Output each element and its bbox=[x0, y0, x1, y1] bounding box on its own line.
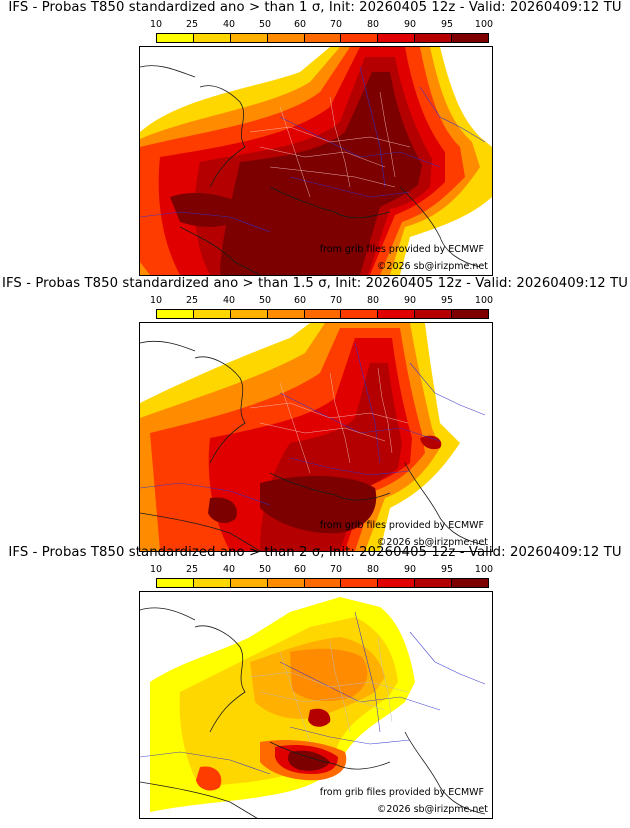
color-scale-segment bbox=[452, 34, 489, 42]
map-panel-3: IFS - Probas T850 standardized ano > tha… bbox=[0, 545, 630, 821]
color-scale-segment bbox=[341, 34, 379, 42]
source-credit: from grib files provided by ECMWF bbox=[319, 244, 484, 255]
color-scale-tick: 60 bbox=[293, 295, 307, 306]
map-graphic bbox=[140, 323, 492, 551]
color-scale-segment bbox=[267, 310, 305, 318]
probability-map: from grib files provided by ECMWF ©2026 … bbox=[139, 46, 493, 276]
color-scale-tick: 60 bbox=[293, 564, 307, 575]
color-scale-segment bbox=[230, 34, 268, 42]
color-scale-tick: 25 bbox=[185, 295, 199, 306]
color-scale-segment bbox=[157, 310, 194, 318]
copyright-credit: ©2026 sb@irizpme.net bbox=[376, 261, 488, 272]
color-scale-tick: 70 bbox=[329, 564, 343, 575]
color-scale-tick: 95 bbox=[440, 19, 454, 30]
color-scale-segment bbox=[230, 310, 268, 318]
color-scale-tick: 70 bbox=[329, 295, 343, 306]
color-scale-segment bbox=[304, 34, 342, 42]
map-panel-2: IFS - Probas T850 standardized ano > tha… bbox=[0, 276, 630, 552]
color-scale-labels: 10 25 40 50 60 70 80 90 95 100 bbox=[150, 19, 500, 30]
color-scale-tick: 95 bbox=[440, 295, 454, 306]
color-scale-segment bbox=[415, 34, 453, 42]
color-scale-segment bbox=[378, 579, 416, 587]
color-scale-bar bbox=[156, 578, 489, 588]
panel-title: IFS - Probas T850 standardized ano > tha… bbox=[8, 545, 622, 560]
probability-map: from grib files provided by ECMWF ©2026 … bbox=[139, 322, 493, 552]
color-scale-tick: 90 bbox=[403, 564, 417, 575]
panel-title: IFS - Probas T850 standardized ano > tha… bbox=[1, 276, 628, 291]
color-scale-tick: 10 bbox=[149, 295, 163, 306]
panel-title: IFS - Probas T850 standardized ano > tha… bbox=[8, 0, 622, 15]
color-scale-segment bbox=[193, 310, 231, 318]
color-scale-tick: 10 bbox=[149, 19, 163, 30]
color-scale-segment bbox=[157, 34, 194, 42]
color-scale-tick: 50 bbox=[258, 564, 272, 575]
map-panel-1: IFS - Probas T850 standardized ano > tha… bbox=[0, 0, 630, 276]
color-scale-bar bbox=[156, 309, 489, 319]
map-graphic bbox=[140, 47, 492, 275]
color-scale-tick: 100 bbox=[474, 295, 494, 306]
color-scale-segment bbox=[452, 579, 489, 587]
color-scale-segment bbox=[267, 579, 305, 587]
color-scale-tick: 90 bbox=[403, 19, 417, 30]
color-scale-tick: 70 bbox=[329, 19, 343, 30]
color-scale-tick: 50 bbox=[258, 295, 272, 306]
color-scale-tick: 40 bbox=[222, 19, 236, 30]
color-scale-tick: 100 bbox=[474, 564, 494, 575]
color-scale-segment bbox=[378, 34, 416, 42]
color-scale-tick: 40 bbox=[222, 564, 236, 575]
color-scale-tick: 25 bbox=[185, 19, 199, 30]
color-scale-segment bbox=[193, 34, 231, 42]
color-scale-tick: 25 bbox=[185, 564, 199, 575]
color-scale-segment bbox=[304, 579, 342, 587]
color-scale-labels: 10 25 40 50 60 70 80 90 95 100 bbox=[150, 295, 500, 306]
color-scale-tick: 80 bbox=[366, 564, 380, 575]
probability-map: from grib files provided by ECMWF ©2026 … bbox=[139, 591, 493, 819]
color-scale-segment bbox=[193, 579, 231, 587]
color-scale-segment bbox=[304, 310, 342, 318]
color-scale-segment bbox=[415, 579, 453, 587]
color-scale-segment bbox=[230, 579, 268, 587]
color-scale-tick: 95 bbox=[440, 564, 454, 575]
map-graphic bbox=[140, 592, 492, 818]
source-credit: from grib files provided by ECMWF bbox=[319, 787, 484, 798]
color-scale-tick: 90 bbox=[403, 295, 417, 306]
color-scale-tick: 80 bbox=[366, 19, 380, 30]
color-scale-tick: 100 bbox=[474, 19, 494, 30]
color-scale-segment bbox=[341, 310, 379, 318]
source-credit: from grib files provided by ECMWF bbox=[319, 520, 484, 531]
color-scale-segment bbox=[157, 579, 194, 587]
color-scale-tick: 50 bbox=[258, 19, 272, 30]
copyright-credit: ©2026 sb@irizpme.net bbox=[376, 537, 488, 548]
color-scale-bar bbox=[156, 33, 489, 43]
color-scale-tick: 10 bbox=[149, 564, 163, 575]
color-scale-segment bbox=[341, 579, 379, 587]
color-scale-segment bbox=[267, 34, 305, 42]
color-scale-segment bbox=[378, 310, 416, 318]
color-scale-segment bbox=[415, 310, 453, 318]
color-scale-tick: 60 bbox=[293, 19, 307, 30]
color-scale-tick: 80 bbox=[366, 295, 380, 306]
color-scale-labels: 10 25 40 50 60 70 80 90 95 100 bbox=[150, 564, 500, 575]
color-scale-tick: 40 bbox=[222, 295, 236, 306]
copyright-credit: ©2026 sb@irizpme.net bbox=[376, 804, 488, 815]
color-scale-segment bbox=[452, 310, 489, 318]
